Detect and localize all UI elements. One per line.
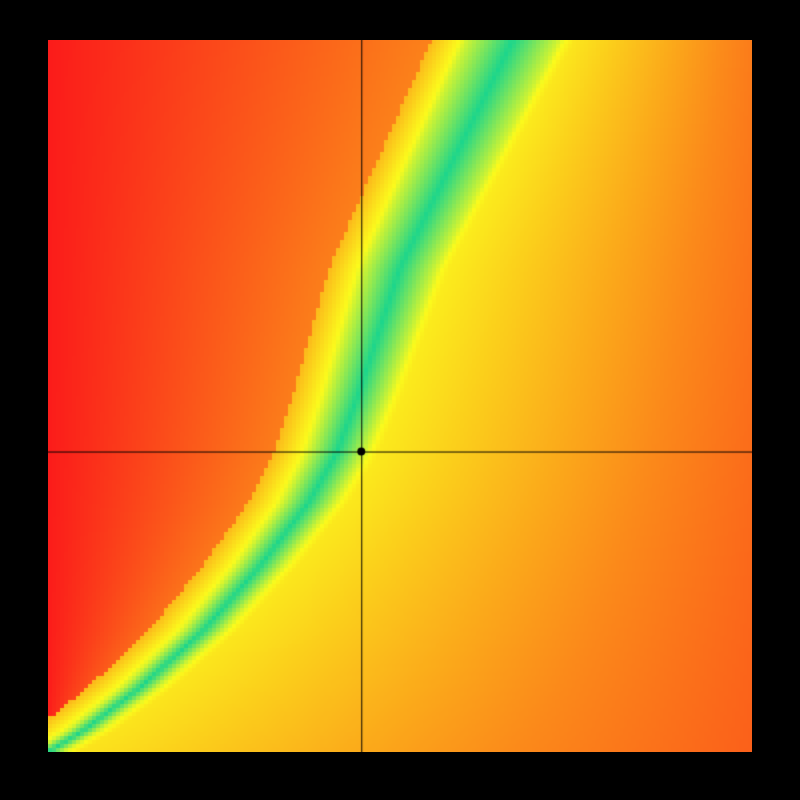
frame-border-right xyxy=(752,0,800,800)
frame-border-bottom xyxy=(0,752,800,800)
bottleneck-heatmap xyxy=(0,0,800,800)
frame-border-left xyxy=(0,0,48,800)
frame-border-top xyxy=(0,0,800,40)
